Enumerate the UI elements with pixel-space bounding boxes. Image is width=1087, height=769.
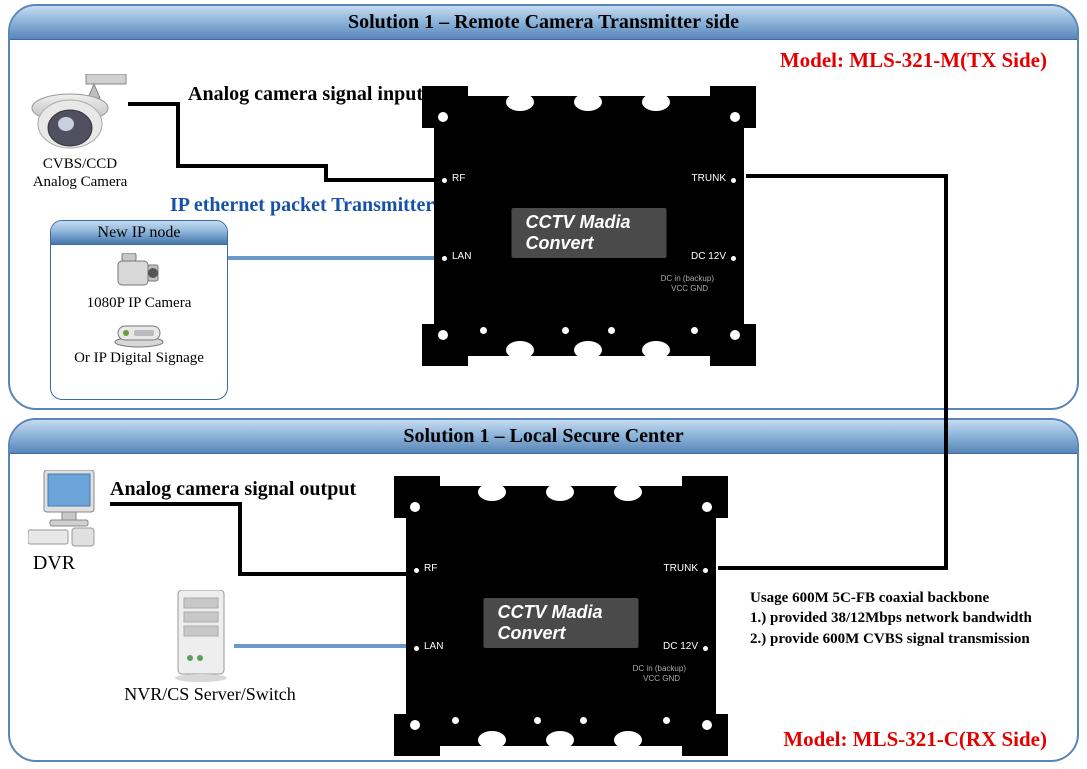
device-rx-trunk-dot (703, 568, 708, 573)
device-tx-dc12v: DC 12V (691, 251, 726, 262)
device-rx-lan: LAN (424, 641, 443, 652)
device-tx-hole-br (730, 330, 740, 340)
wire-ip-tx (228, 256, 434, 260)
device-tx-trunk: TRUNK (692, 173, 726, 184)
device-rx-hole-tl (410, 502, 420, 512)
model-rx: Model: MLS-321-C(RX Side) (783, 727, 1047, 752)
wire-trunk-3 (718, 566, 948, 570)
device-rx-lan-dot (414, 646, 419, 651)
device-tx-notch-t2 (574, 93, 602, 111)
wire-analog-rx-2 (238, 502, 242, 576)
device-tx-rf: RF (452, 173, 465, 184)
analog-out-label: Analog camera signal output (110, 478, 356, 501)
usage-line3: 2.) provide 600M CVBS signal transmissio… (750, 629, 1032, 649)
device-rx: RF LAN TRUNK DC 12V DC in (backup) VCC G… (406, 486, 716, 746)
wire-ip-rx (234, 644, 406, 648)
panel-rx: Solution 1 – Local Secure Center Model: … (8, 418, 1079, 762)
device-rx-trunk: TRUNK (664, 563, 698, 574)
device-tx-hole-bl (438, 330, 448, 340)
analog-in-label: Analog camera signal input (188, 83, 423, 106)
usage-block: Usage 600M 5C-FB coaxial backbone 1.) pr… (750, 588, 1032, 649)
device-tx-rf-dot (442, 178, 447, 183)
server-icon (170, 590, 234, 682)
device-rx-vccgnd: VCC GND (643, 674, 680, 683)
digital-signage-icon (112, 320, 166, 348)
device-tx: RF LAN TRUNK DC 12V DC in (backup) VCC G… (434, 96, 744, 356)
device-rx-dc12v: DC 12V (663, 641, 698, 652)
server-caption: NVR/CS Server/Switch (110, 684, 310, 705)
camera-caption-1: CVBS/CCD (32, 156, 128, 173)
model-tx: Model: MLS-321-M(TX Side) (780, 48, 1047, 73)
device-rx-notch-t2 (546, 483, 574, 501)
device-tx-vccgnd: VCC GND (671, 284, 708, 293)
usage-line1: Usage 600M 5C-FB coaxial backbone (750, 588, 1032, 608)
device-tx-lan-dot (442, 256, 447, 261)
device-tx-lan: LAN (452, 251, 471, 262)
ip-node-title: New IP node (98, 224, 181, 242)
device-tx-notch-t3 (642, 93, 670, 111)
device-rx-notch-b2 (546, 731, 574, 749)
wire-analog-tx-3 (176, 164, 328, 168)
device-rx-notch-b3 (614, 731, 642, 749)
device-rx-dot-b2 (534, 717, 541, 724)
device-rx-notch-b1 (478, 731, 506, 749)
device-tx-notch-t1 (506, 93, 534, 111)
device-rx-hole-bl (410, 720, 420, 730)
device-rx-dot-b4 (663, 717, 670, 724)
device-tx-trunk-dot (731, 178, 736, 183)
device-tx-hole-tl (438, 112, 448, 122)
wire-trunk-1 (746, 174, 948, 178)
device-rx-tab-tl (394, 476, 440, 518)
wire-analog-tx-2 (176, 102, 180, 168)
wire-analog-rx-1 (110, 502, 242, 506)
device-tx-notch-b1 (506, 341, 534, 359)
device-tx-hole-tr (730, 112, 740, 122)
panel-tx-title: Solution 1 – Remote Camera Transmitter s… (348, 11, 739, 34)
device-tx-dcbackup: DC in (backup) (661, 274, 714, 283)
device-rx-dcbackup: DC in (backup) (633, 664, 686, 673)
wire-analog-tx-5 (324, 178, 434, 182)
device-rx-notch-t1 (478, 483, 506, 501)
ip-node-header: New IP node (51, 221, 227, 245)
device-rx-dc-dot (703, 646, 708, 651)
panel-rx-title: Solution 1 – Local Secure Center (403, 425, 683, 448)
device-tx-notch-b2 (574, 341, 602, 359)
dome-camera-icon (28, 74, 128, 154)
device-tx-notch-b3 (642, 341, 670, 359)
device-rx-rf-dot (414, 568, 419, 573)
device-rx-center: CCTV Madia Convert (484, 598, 639, 648)
device-tx-dot-b3 (608, 327, 615, 334)
device-rx-hole-tr (702, 502, 712, 512)
ip-camera-icon (112, 253, 166, 293)
wire-analog-tx-1 (128, 102, 180, 106)
device-tx-dot-b2 (562, 327, 569, 334)
device-tx-dc-dot (731, 256, 736, 261)
ip-node-panel: New IP node 1080P IP Camera Or IP Digita… (50, 220, 228, 400)
device-tx-dot-b4 (691, 327, 698, 334)
device-rx-hole-br (702, 720, 712, 730)
device-tx-center: CCTV Madia Convert (512, 208, 667, 258)
device-rx-rf: RF (424, 563, 437, 574)
wire-trunk-2 (944, 174, 948, 570)
device-tx-dot-b1 (480, 327, 487, 334)
device-rx-dot-b3 (580, 717, 587, 724)
usage-line2: 1.) provided 38/12Mbps network bandwidth (750, 608, 1032, 628)
ip-node-item2: Or IP Digital Signage (51, 350, 227, 367)
dvr-caption: DVR (24, 552, 84, 575)
ip-tx-label: IP ethernet packet Transmitter (170, 194, 434, 217)
device-tx-tab-tl (422, 86, 468, 128)
panel-rx-header: Solution 1 – Local Secure Center (10, 420, 1077, 454)
panel-tx: Solution 1 – Remote Camera Transmitter s… (8, 4, 1079, 410)
device-rx-dot-b1 (452, 717, 459, 724)
wire-analog-rx-3 (238, 572, 406, 576)
ip-node-item1: 1080P IP Camera (51, 295, 227, 312)
panel-tx-header: Solution 1 – Remote Camera Transmitter s… (10, 6, 1077, 40)
device-rx-notch-t3 (614, 483, 642, 501)
camera-caption-2: Analog Camera (16, 174, 144, 191)
dvr-icon (28, 470, 110, 548)
